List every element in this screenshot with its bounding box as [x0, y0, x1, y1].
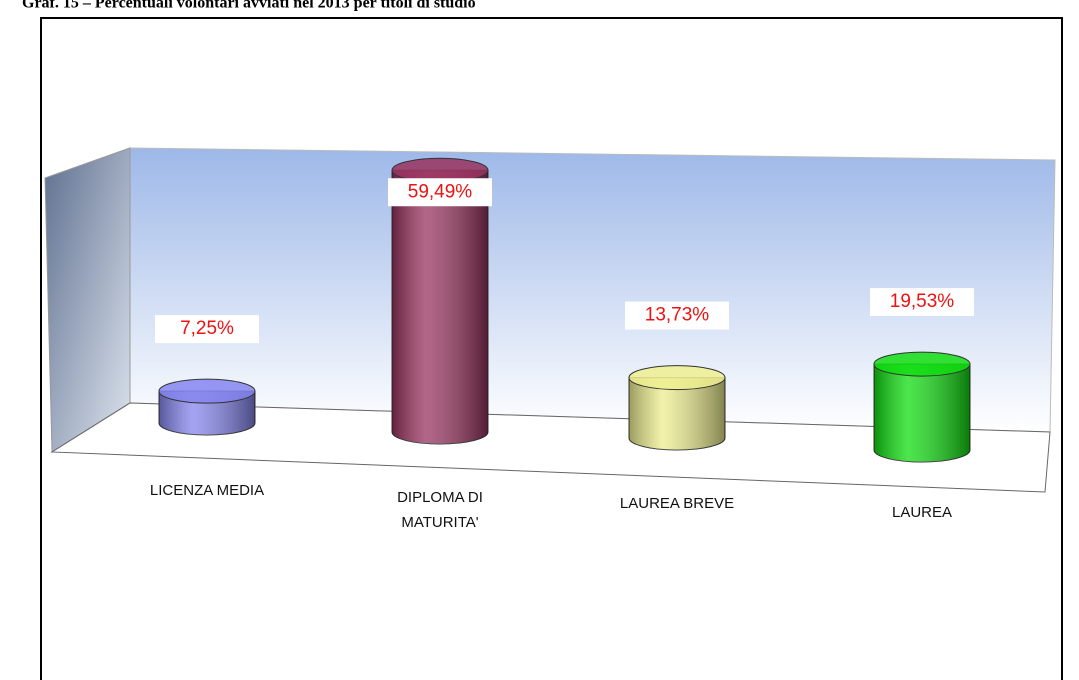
category-label: LICENZA MEDIA — [149, 482, 265, 499]
value-label-box — [625, 301, 729, 330]
value-label-box — [870, 288, 974, 317]
cylinder — [628, 365, 726, 451]
side-wall — [44, 147, 131, 453]
category-label: LAUREA BREVE — [619, 495, 735, 512]
category-label: LAUREA — [891, 504, 953, 521]
value-label-box — [388, 178, 492, 207]
cylinder-top — [628, 365, 726, 391]
value-label: 59,49% — [408, 181, 473, 202]
cylinder — [873, 351, 971, 463]
cylinder-shade — [629, 377, 725, 450]
cylinder-top — [158, 378, 256, 404]
cylinder — [158, 378, 256, 436]
cylinder-shade — [159, 391, 255, 435]
chart-title: Graf. 15 – Percentuali volontari avviati… — [22, 0, 476, 12]
value-label: 13,73% — [645, 305, 710, 326]
cylinder — [391, 157, 489, 445]
value-label: 7,25% — [180, 318, 234, 339]
frame — [40, 17, 1063, 680]
cylinder-top — [873, 351, 971, 377]
category-label: DIPLOMA DI MATURITA' — [397, 489, 483, 531]
value-label-box — [155, 315, 259, 344]
cylinder-shade — [874, 364, 970, 462]
value-label: 19,53% — [890, 291, 955, 312]
floor — [50, 402, 1051, 493]
cylinder-shade — [392, 170, 488, 444]
